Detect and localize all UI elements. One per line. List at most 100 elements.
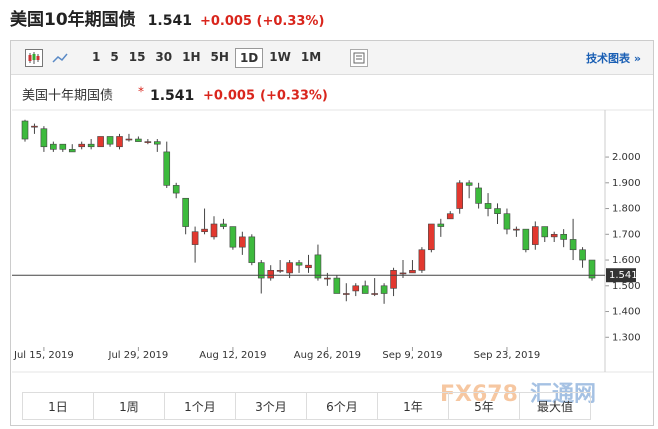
watermark-name: 汇通网: [530, 382, 596, 407]
candle-body: [484, 203, 492, 209]
candle-body: [465, 182, 473, 186]
candle-body: [352, 285, 360, 292]
range-button[interactable]: 3个月: [236, 393, 307, 419]
candle-body: [31, 125, 38, 128]
title: 美国10年期国债: [10, 10, 136, 30]
y-tick-label: 1.700: [612, 229, 641, 240]
header: 美国10年期国债 1.541 +0.005 (+0.33%): [10, 5, 325, 30]
interval-button[interactable]: 1H: [182, 49, 201, 64]
x-tick-label: Aug 12, 2019: [199, 350, 266, 361]
candle-body: [579, 249, 586, 261]
legend-price: 1.541: [150, 88, 194, 104]
candle-body: [399, 272, 407, 275]
interval-button[interactable]: 5: [110, 49, 119, 64]
interval-button[interactable]: 5H: [210, 49, 229, 64]
candle-body: [503, 213, 511, 230]
candle-body: [371, 293, 378, 295]
y-tick-label: 1.400: [612, 307, 641, 318]
candle-body: [267, 270, 275, 279]
legend-name: 美国十年期国债: [22, 89, 113, 104]
range-button[interactable]: 最大值: [520, 393, 591, 419]
chart-panel: [10, 40, 654, 426]
candle-body: [550, 233, 558, 238]
candle-body: [531, 226, 539, 245]
candle-body: [239, 236, 246, 248]
range-bar: 1日 1周 1个月 3个月 6个月 1年 5年 最大值: [22, 392, 591, 420]
candle-body: [59, 143, 67, 150]
line-icon[interactable]: [51, 49, 69, 67]
candle-body: [276, 270, 284, 272]
candle-body: [68, 149, 76, 153]
x-tick-label: Jul 15, 2019: [13, 350, 74, 361]
candle-body: [21, 120, 29, 140]
range-button[interactable]: 1年: [378, 393, 449, 419]
candle-body: [135, 138, 142, 142]
candle-body: [390, 270, 397, 289]
candle-body: [409, 270, 416, 274]
range-button[interactable]: 5年: [449, 393, 520, 419]
candle-body: [342, 293, 350, 295]
tech-chart-link[interactable]: 技术图表 »: [586, 51, 641, 65]
watermark-brand: FX678: [440, 382, 518, 407]
candle-body: [201, 228, 208, 233]
range-button[interactable]: 1日: [23, 393, 94, 419]
x-tick-label: Jul 29, 2019: [108, 350, 169, 361]
candle-body: [116, 136, 123, 148]
candle-body: [220, 223, 227, 227]
candle-body: [154, 141, 161, 145]
candle-body: [144, 141, 152, 143]
candle-body: [428, 223, 435, 251]
range-button[interactable]: 1个月: [165, 393, 236, 419]
last-value-tag: 1.541: [609, 270, 638, 281]
candle-body: [305, 264, 312, 269]
toolbar: 1 5 15 30 1H 5H 1D 1W 1M 技术图表 »: [11, 41, 653, 75]
candle-body: [475, 187, 482, 204]
range-button[interactable]: 6个月: [307, 393, 378, 419]
interval-button[interactable]: 15: [128, 49, 146, 64]
candle-body: [229, 226, 237, 248]
candle-body: [87, 143, 95, 148]
candle-body: [163, 151, 171, 186]
x-tick-label: Sep 9, 2019: [382, 350, 442, 361]
range-button[interactable]: 1周: [94, 393, 165, 419]
candle-body: [78, 143, 85, 148]
y-tick-label: 1.900: [612, 178, 641, 189]
candle-body: [541, 226, 549, 238]
legend-change-pct: (+0.33%): [260, 89, 328, 104]
candle-body: [50, 143, 57, 150]
candle-body: [191, 231, 199, 245]
candle-body: [380, 285, 388, 294]
legend-change: +0.005: [203, 89, 255, 104]
candle-body: [125, 138, 133, 141]
candle-body: [40, 128, 48, 148]
x-tick-label: Sep 23, 2019: [474, 350, 541, 361]
last-value-tag-bg: [606, 268, 636, 283]
candle-body: [248, 236, 256, 263]
candle-body: [295, 262, 303, 266]
candle-body: [560, 233, 567, 240]
interval-button[interactable]: 1W: [269, 49, 291, 64]
y-tick-label: 2.000: [612, 152, 641, 163]
price: 1.541: [147, 13, 192, 29]
interval-button[interactable]: 1M: [300, 49, 322, 64]
interval-button[interactable]: 1D: [234, 47, 264, 68]
candle-body: [522, 228, 530, 251]
y-tick-label: 1.600: [612, 255, 641, 266]
y-tick-label: 1.300: [612, 332, 641, 343]
settings-icon[interactable]: [350, 48, 369, 67]
candle-body: [257, 262, 265, 279]
candle-body: [97, 136, 104, 148]
interval-button[interactable]: 30: [155, 49, 173, 64]
candle-body: [437, 223, 445, 227]
interval-button[interactable]: 1: [92, 49, 101, 64]
candle-body: [494, 208, 501, 214]
x-tick-label: Aug 26, 2019: [294, 350, 361, 361]
change: +0.005 (+0.33%): [199, 14, 325, 29]
candle-icon[interactable]: [25, 48, 43, 67]
candle-body: [588, 259, 596, 279]
legend-marker: *: [138, 85, 144, 99]
candle-body: [210, 223, 218, 238]
y-tick-label: 1.800: [612, 204, 641, 215]
